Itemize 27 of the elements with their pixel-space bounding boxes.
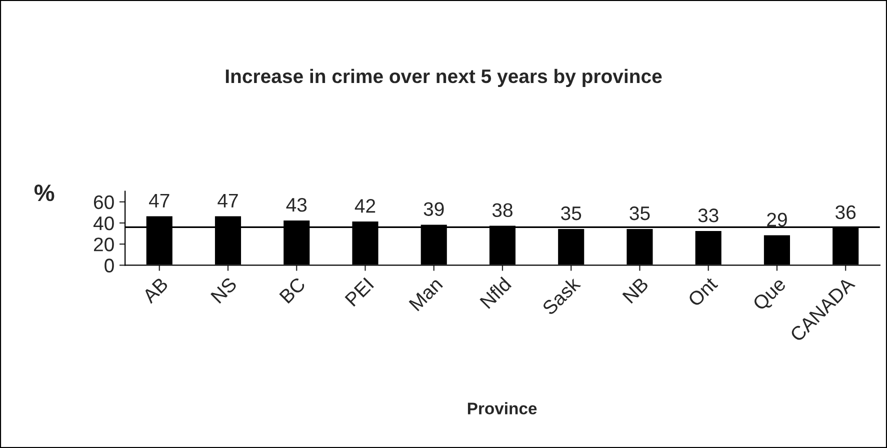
x-tick-label: Que: [752, 276, 789, 314]
y-tick-label: 0: [104, 258, 114, 272]
y-axis-title: %: [34, 184, 54, 202]
x-tick-label: AB: [142, 276, 169, 304]
data-label: 47: [149, 194, 170, 208]
x-tick-label: NS: [210, 276, 238, 304]
x-tick-label: Ont: [687, 276, 718, 308]
data-label: 29: [767, 212, 787, 227]
data-label: 35: [630, 206, 650, 220]
x-tick-label: NB: [622, 276, 649, 304]
data-label: 33: [698, 208, 718, 222]
y-tick-label: 40: [93, 216, 114, 230]
x-axis-title: Province: [468, 402, 537, 414]
data-label: 35: [561, 206, 582, 220]
data-label: 47: [218, 194, 238, 208]
data-label: 43: [286, 198, 307, 212]
chart-title: Increase in crime over next 5 years by province: [226, 68, 662, 88]
data-label: 36: [836, 205, 856, 220]
y-tick-label: 20: [94, 238, 114, 252]
x-tick-label: BC: [279, 276, 306, 304]
x-tick-label: Nfld: [479, 276, 512, 310]
y-tick-label: 60: [94, 195, 114, 210]
data-label: 39: [424, 202, 444, 216]
x-tick-label: Man: [408, 277, 444, 312]
x-tick-label: PEI: [344, 277, 374, 307]
data-label: 42: [354, 199, 376, 213]
data-label: 38: [492, 203, 512, 218]
